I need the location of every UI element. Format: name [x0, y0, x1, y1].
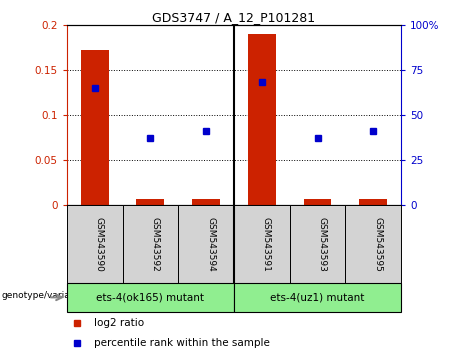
Text: GSM543595: GSM543595	[373, 217, 382, 272]
Text: ets-4(ok165) mutant: ets-4(ok165) mutant	[96, 292, 204, 302]
Bar	[304, 199, 331, 205]
Bar	[359, 199, 387, 205]
Bar	[67, 205, 123, 283]
Bar	[178, 205, 234, 283]
Text: percentile rank within the sample: percentile rank within the sample	[94, 338, 270, 348]
Title: GDS3747 / A_12_P101281: GDS3747 / A_12_P101281	[153, 11, 315, 24]
Bar	[234, 205, 290, 283]
Text: GSM543590: GSM543590	[95, 217, 104, 272]
Bar	[136, 199, 164, 205]
Bar	[248, 34, 276, 205]
Text: GSM543591: GSM543591	[262, 217, 271, 272]
Text: GSM543593: GSM543593	[318, 217, 326, 272]
Text: GSM543594: GSM543594	[206, 217, 215, 272]
Bar	[234, 283, 401, 312]
Text: genotype/variation: genotype/variation	[1, 291, 88, 301]
Text: ets-4(uz1) mutant: ets-4(uz1) mutant	[270, 292, 365, 302]
Bar	[123, 205, 178, 283]
Bar	[290, 205, 345, 283]
Text: GSM543592: GSM543592	[150, 217, 160, 272]
Text: log2 ratio: log2 ratio	[94, 318, 144, 329]
Bar	[345, 205, 401, 283]
Bar	[67, 283, 234, 312]
Bar	[192, 199, 220, 205]
Bar	[81, 50, 109, 205]
